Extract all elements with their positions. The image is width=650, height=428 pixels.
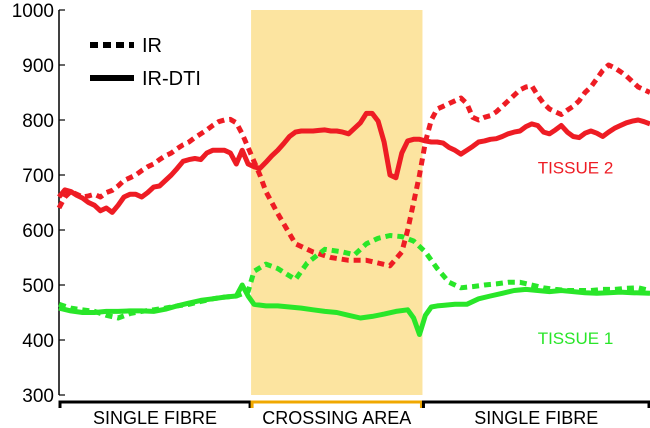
legend-label: IR-DTI <box>142 68 201 90</box>
series-labels: TISSUE 2 TISSUE 1 <box>538 158 614 348</box>
y-tick-label: 400 <box>22 331 54 352</box>
y-tick-label: 300 <box>22 386 54 407</box>
y-tick-label: 600 <box>22 221 54 242</box>
y-tick-label: 1000 <box>12 1 54 22</box>
series-layer <box>56 62 650 337</box>
legend-label: IR <box>142 35 162 57</box>
region-bracket <box>250 400 423 408</box>
region-label: CROSSING AREA <box>262 408 411 428</box>
y-tick-label: 700 <box>22 166 54 187</box>
region-bracket <box>421 400 650 408</box>
series-line-tissue-2-ir <box>56 62 650 269</box>
series-label: TISSUE 1 <box>538 329 614 348</box>
series-label: TISSUE 2 <box>538 158 614 177</box>
y-tick-label: 900 <box>22 56 54 77</box>
region-label: SINGLE FIBRE <box>93 408 217 428</box>
crossing-area-highlight <box>251 10 423 395</box>
y-tick-label: 800 <box>22 111 54 132</box>
y-tick-label: 500 <box>22 276 54 297</box>
region-bracket <box>58 400 252 408</box>
region-brackets: SINGLE FIBRE CROSSING AREA SINGLE FIBRE <box>58 400 650 428</box>
legend: IR IR-DTI <box>90 35 201 90</box>
series-line-tissue-2-ir-dti <box>57 110 650 215</box>
region-label: SINGLE FIBRE <box>474 408 598 428</box>
series-line-tissue-1-ir-dti <box>58 282 650 337</box>
y-axis: 300 400 500 600 700 800 900 1000 <box>12 1 65 407</box>
